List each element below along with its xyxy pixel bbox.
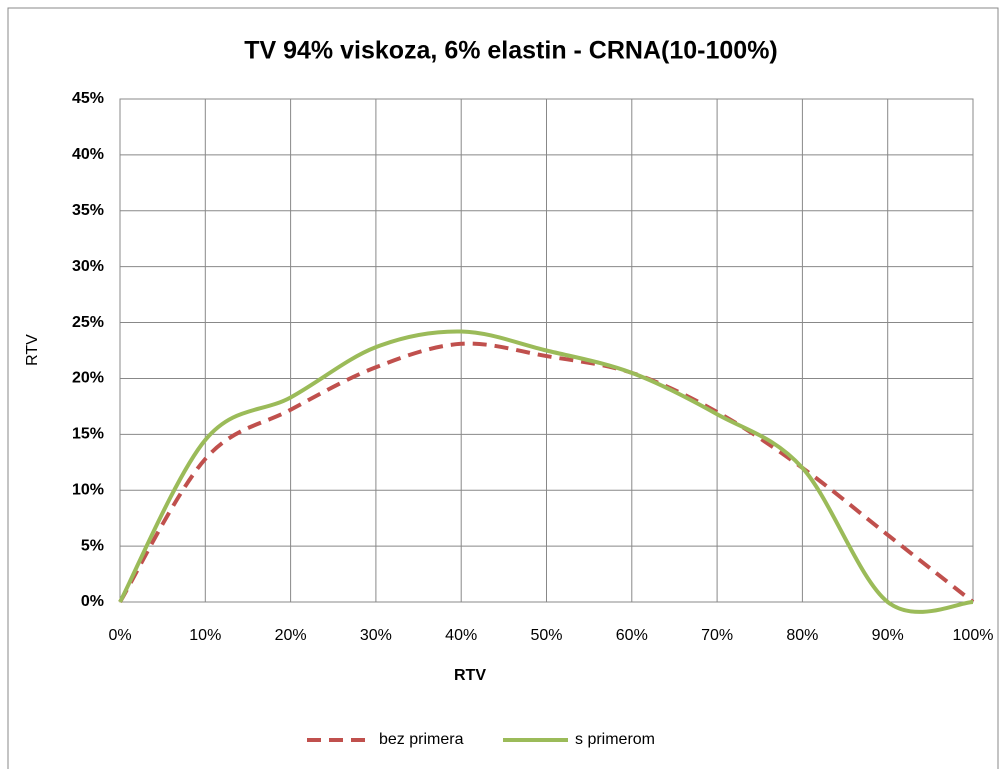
x-tick-label: 10% (189, 627, 221, 644)
series-line (118, 341, 975, 604)
y-tick-label: 40% (72, 146, 104, 163)
x-tick-label: 100% (953, 627, 994, 644)
x-tick-label: 70% (701, 627, 733, 644)
y-axis-label: RTV (24, 334, 41, 366)
series-line (118, 329, 974, 614)
legend-label: bez primera (379, 731, 464, 748)
x-tick-label: 30% (360, 627, 392, 644)
chart-title: TV 94% viskoza, 6% elastin - CRNA(10-100… (244, 37, 778, 65)
x-axis-label: RTV (454, 667, 486, 684)
x-tick-label: 80% (786, 627, 818, 644)
legend-label: s primerom (575, 731, 655, 748)
y-tick-label: 45% (72, 90, 104, 107)
x-tick-label: 0% (108, 627, 131, 644)
x-tick-label: 20% (275, 627, 307, 644)
x-tick-label: 40% (445, 627, 477, 644)
x-tick-label: 90% (872, 627, 904, 644)
x-tick-label: 60% (616, 627, 648, 644)
y-tick-label: 5% (81, 537, 104, 554)
y-tick-label: 25% (72, 314, 104, 331)
x-tick-label: 50% (530, 627, 562, 644)
y-tick-label: 10% (72, 481, 104, 498)
y-tick-label: 0% (81, 593, 104, 610)
chart-border (7, 7, 999, 769)
y-tick-label: 30% (72, 258, 104, 275)
y-tick-label: 20% (72, 370, 104, 387)
y-tick-label: 35% (72, 202, 104, 219)
plot-border (119, 98, 974, 603)
y-tick-label: 15% (72, 426, 104, 443)
